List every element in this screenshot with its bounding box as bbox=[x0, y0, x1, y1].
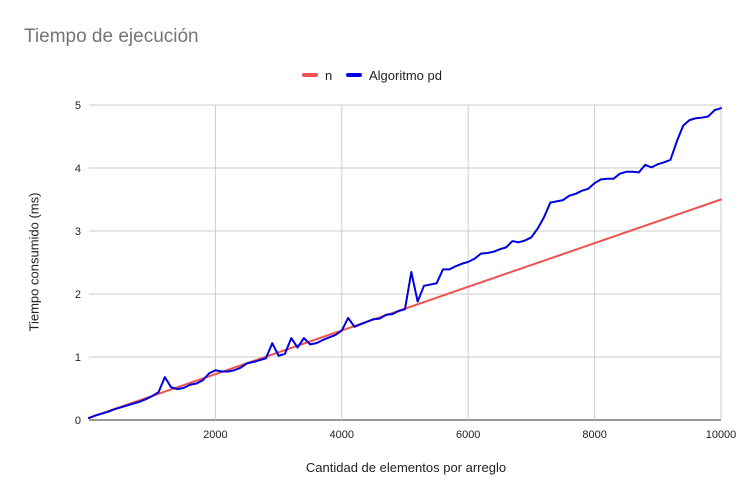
chart-title: Tiempo de ejecución bbox=[24, 26, 199, 47]
y-tick-label: 4 bbox=[75, 163, 81, 175]
y-tick-label: 3 bbox=[75, 226, 81, 238]
legend-label-algoritmo-pd: Algoritmo pd bbox=[369, 67, 442, 83]
x-axis-title: Cantidad de elementos por arreglo bbox=[305, 460, 507, 475]
legend: n Algoritmo pd bbox=[0, 65, 747, 85]
y-tick-label: 5 bbox=[75, 100, 81, 112]
y-tick-label: 0 bbox=[75, 415, 81, 427]
x-tick-label: 6000 bbox=[456, 429, 480, 441]
legend-item-algoritmo-pd[interactable]: Algoritmo pd bbox=[346, 65, 442, 85]
legend-swatch-n bbox=[302, 73, 318, 77]
legend-item-n[interactable]: n bbox=[302, 65, 332, 85]
x-tick-label: 4000 bbox=[330, 429, 354, 441]
y-tick-label: 2 bbox=[75, 289, 81, 301]
legend-label-n: n bbox=[325, 67, 333, 83]
legend-swatch-algoritmo-pd bbox=[346, 73, 362, 77]
y-tick-label: 1 bbox=[75, 352, 81, 364]
x-tick-label: 2000 bbox=[203, 429, 227, 441]
x-tick-label: 8000 bbox=[582, 429, 606, 441]
x-tick-label: 10000 bbox=[706, 429, 737, 441]
series-line-algoritmo-pd bbox=[88, 107, 722, 420]
